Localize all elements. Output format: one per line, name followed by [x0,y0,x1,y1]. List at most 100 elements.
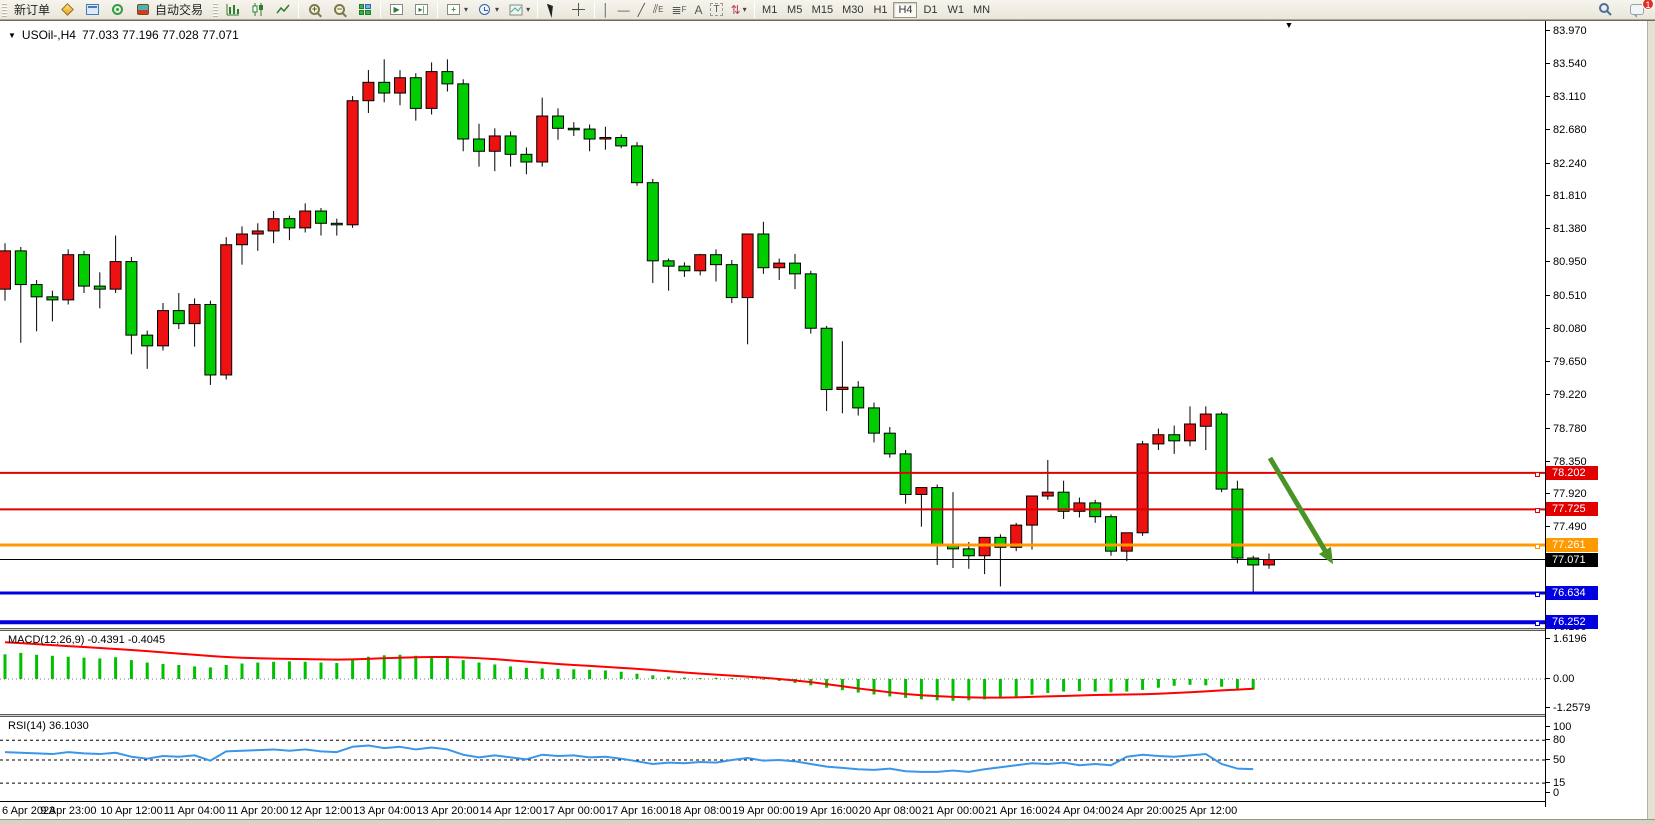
time-axis-label: 11 Apr 20:00 [226,805,289,817]
auto-trading-label: 自动交易 [155,3,204,17]
auto-scroll-button[interactable]: ▶ [384,1,409,19]
line-handle[interactable] [1535,591,1540,597]
community-button[interactable] [105,1,130,19]
time-axis-label: 12 Apr 12:00 [290,805,353,817]
time-axis-label: 9 Apr 23:00 [40,805,97,817]
timeframe-button-w1[interactable]: W1 [947,3,964,16]
price-tick-label: 80.080 [1546,323,1587,335]
profiles-dropdown[interactable]: ▾ [472,1,503,19]
time-axis-label: 24 Apr 20:00 [1111,805,1174,817]
rsi-label: RSI(14) 36.1030 [8,720,89,732]
pane-splitter[interactable] [0,714,1655,717]
window-edge [1647,21,1655,819]
price-tag-77.261: 77.261 [1546,537,1598,552]
line-handle[interactable] [1535,471,1540,477]
timeframe-button-m15[interactable]: M15 [811,3,834,16]
timeframe-button-m1[interactable]: M1 [762,3,778,16]
trendline-tool[interactable]: ╱ [637,2,645,17]
arrows-dropdown[interactable]: ⇅ ▾ [730,2,747,17]
time-axis-label: 19 Apr 00:00 [732,805,795,817]
trend-arrow[interactable] [1267,456,1334,565]
timeframe-button-m30[interactable]: M30 [842,3,864,16]
timeframe-button-mn[interactable]: MN [972,3,991,16]
price-tick-label: 78.780 [1546,422,1587,435]
auto-trading-button[interactable]: 自动交易 [130,1,211,19]
line-handle[interactable] [1535,621,1540,627]
timeframe-button-d1[interactable]: D1 [923,3,938,16]
bar-chart-mode-button[interactable] [220,1,245,19]
new-chart-dropdown[interactable]: + ▾ [441,1,472,19]
price-tick-label: 83.540 [1546,57,1587,70]
crosshair-icon [570,2,587,18]
candlestick-icon [249,2,266,18]
price-axis[interactable]: 83.970 83.540 83.110 82.680 82.240 81.810 81.3… [1545,21,1647,807]
time-axis-label: 13 Apr 20:00 [416,805,479,817]
timeframe-button-h1[interactable]: H1 [873,3,888,16]
new-chart-icon: + [445,2,462,18]
chart-shift-marker[interactable]: ▼ [1284,23,1294,31]
time-axis[interactable]: 6 Apr 2023 9 Apr 23:00 10 Apr 12:00 11 Apr … [0,801,1545,819]
timeframe-button-m5[interactable]: M5 [787,3,803,16]
metaquotes-icon [109,2,126,18]
macd-histogram [3,652,1255,701]
time-axis-label: 17 Apr 16:00 [606,805,669,817]
quick-trade-button[interactable] [55,1,80,19]
price-pane[interactable]: ▼ USOil-,H4 77.033 77.196 77.028 77.071 … [0,23,1545,628]
horizontal-lines[interactable] [0,471,1545,625]
window-bottom-edge [0,819,1655,824]
macd-pane[interactable]: MACD(12,26,9) -0.4391 -0.4045 [0,631,1545,714]
cursor-tool-button[interactable] [541,0,566,19]
chat-bubble-icon [1628,2,1645,18]
price-tick-label: 78.350 [1546,455,1587,468]
time-axis-label: 25 Apr 12:00 [1174,805,1238,817]
timeframe-button-h4[interactable]: H4 [893,1,918,18]
line-chart-mode-button[interactable] [270,1,295,19]
toolbar-grip[interactable] [2,2,7,17]
price-tag-78.202: 78.202 [1546,465,1598,480]
price-tick-label: 80.950 [1546,256,1587,269]
auto-scroll-icon: ▶ [388,2,405,18]
zoom-out-icon: − [331,2,348,18]
time-axis-label: 10 Apr 12:00 [100,805,163,817]
price-tick-label: 79.650 [1546,355,1587,368]
candlestick-series [0,59,1275,595]
notification-badge: 1 [1642,0,1654,10]
price-tick-label: 83.110 [1546,90,1586,103]
price-tick-label: 81.380 [1546,223,1587,236]
candlestick-mode-button[interactable] [245,1,270,19]
main-toolbar: 新订单 自动交易 + − ▶ ▸| + ▾ ▾ ▾ │ — ╱ ⫽ E ≣ F A T… [0,0,1655,20]
price-tag-76.252: 76.252 [1546,615,1598,630]
channel-tool[interactable]: ⫽ E [652,2,664,16]
search-button[interactable] [1593,1,1618,19]
pane-splitter[interactable] [0,628,1655,631]
chart-area: ▼ USOil-,H4 77.033 77.196 77.028 77.071 … [0,20,1655,824]
new-order-button[interactable]: 新订单 [14,3,51,17]
time-axis-label: 21 Apr 00:00 [922,805,985,817]
notifications-button[interactable]: 1 [1624,0,1654,19]
price-tick-label: 77.920 [1546,488,1587,501]
price-tick-label: 81.810 [1546,190,1587,203]
search-icon [1597,2,1614,18]
market-watch-button[interactable] [80,1,105,19]
rsi-pane[interactable]: RSI(14) 36.1030 [0,717,1545,801]
cursor-icon [545,0,562,19]
line-handle[interactable] [1535,508,1540,514]
price-tag-76.634: 76.634 [1546,585,1598,600]
zoom-in-button[interactable]: + [302,1,327,19]
vertical-line-tool[interactable]: │ [602,2,610,17]
line-handle[interactable] [1535,543,1540,549]
templates-dropdown[interactable]: ▾ [503,1,534,19]
chart-shift-button[interactable]: ▸| [409,1,434,19]
clock-icon [476,2,493,18]
tile-windows-button[interactable] [352,1,377,19]
crosshair-tool-button[interactable] [566,1,591,19]
symbol-dropdown-icon[interactable]: ▼ [8,30,16,40]
toolbar-grip[interactable] [213,2,219,17]
text-label-tool[interactable]: T [706,1,726,19]
zoom-out-button[interactable]: − [327,1,352,19]
text-tool[interactable]: A [694,2,703,17]
fibonacci-tool[interactable]: ≣ F [671,2,687,17]
horizontal-line-tool[interactable]: — [617,2,630,17]
zoom-in-icon: + [306,2,323,18]
bar-chart-icon [224,2,241,18]
